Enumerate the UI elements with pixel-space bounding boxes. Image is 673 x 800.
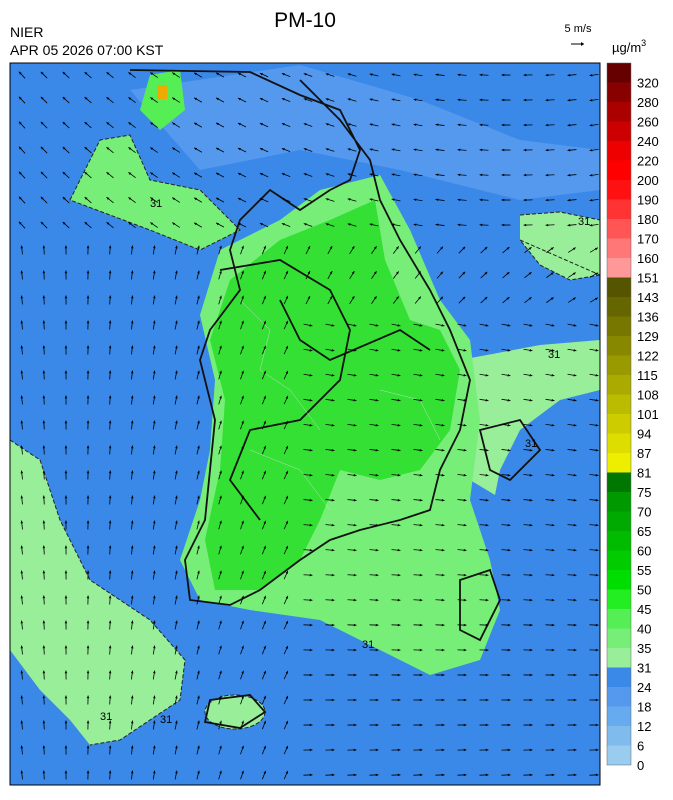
colorbar-box <box>607 726 631 746</box>
colorbar-box <box>607 161 631 181</box>
colorbar-box <box>607 141 631 161</box>
colorbar-box <box>607 590 631 610</box>
colorbar-label: 320 <box>637 76 659 91</box>
colorbar-label: 60 <box>637 544 651 559</box>
contour-label: 31 <box>160 714 172 726</box>
contour-label: 31 <box>548 349 560 361</box>
colorbar-label: 190 <box>637 193 659 208</box>
colorbar-box <box>607 687 631 707</box>
colorbar-box <box>607 707 631 727</box>
colorbar-box <box>607 219 631 239</box>
unit-base: µg/m <box>612 40 641 55</box>
colorbar-label: 122 <box>637 349 659 364</box>
colorbar-label: 55 <box>637 563 651 578</box>
source: NIER <box>10 24 43 40</box>
colorbar-box <box>607 258 631 278</box>
colorbar-box <box>607 570 631 590</box>
colorbar-box <box>607 356 631 376</box>
colorbar-label: 18 <box>637 700 651 715</box>
colorbar-box <box>607 102 631 122</box>
colorbar-box <box>607 395 631 415</box>
colorbar-label: 45 <box>637 602 651 617</box>
colorbar-label: 75 <box>637 485 651 500</box>
contour-label: 31 <box>525 438 537 450</box>
colorbar-box <box>607 317 631 337</box>
colorbar-box <box>607 63 631 83</box>
unit: µg/m3 <box>612 38 646 55</box>
colorbar-label: 0 <box>637 758 644 773</box>
colorbar-label: 115 <box>637 368 658 383</box>
colorbar-label: 87 <box>637 446 651 461</box>
colorbar-box <box>607 336 631 356</box>
colorbar-box <box>607 629 631 649</box>
colorbar-label: 260 <box>637 115 659 130</box>
colorbar-label: 70 <box>637 505 651 520</box>
colorbar-box <box>607 648 631 668</box>
contour-label: 31 <box>578 216 590 228</box>
colorbar-label: 101 <box>637 407 659 422</box>
colorbar-label: 6 <box>637 739 644 754</box>
colorbar-label: 220 <box>637 154 659 169</box>
colorbar-label: 31 <box>637 661 651 676</box>
colorbar: 0 6 12 18 24 31 35 40 45 50 55 60 65 70 75 81 87 94 101 108… <box>607 63 659 773</box>
map-area: 31 31 31 31 31 31 31 <box>10 63 600 785</box>
datetime: APR 05 2026 07:00 KST <box>10 42 164 58</box>
colorbar-label: 35 <box>637 641 651 656</box>
colorbar-label: 108 <box>637 388 659 403</box>
colorbar-label: 136 <box>637 310 659 325</box>
colorbar-label: 280 <box>637 95 659 110</box>
colorbar-box <box>607 668 631 688</box>
colorbar-label: 40 <box>637 622 651 637</box>
colorbar-label: 50 <box>637 583 651 598</box>
colorbar-box <box>607 239 631 259</box>
colorbar-box <box>607 746 631 766</box>
colorbar-box <box>607 278 631 298</box>
colorbar-label: 94 <box>637 427 651 442</box>
wind-scale-label: 5 m/s <box>565 23 592 35</box>
colorbar-label: 12 <box>637 719 651 734</box>
wind-scale-arrow <box>571 42 584 46</box>
colorbar-box <box>607 473 631 493</box>
colorbar-box <box>607 297 631 317</box>
colorbar-box <box>607 453 631 473</box>
colorbar-box <box>607 122 631 142</box>
unit-power: 3 <box>641 38 646 48</box>
colorbar-label: 200 <box>637 173 659 188</box>
colorbar-box <box>607 492 631 512</box>
colorbar-label: 170 <box>637 232 659 247</box>
colorbar-label: 151 <box>637 271 659 286</box>
colorbar-box <box>607 83 631 103</box>
contour-label: 31 <box>100 711 112 723</box>
colorbar-label: 65 <box>637 524 651 539</box>
colorbar-label: 180 <box>637 212 659 227</box>
colorbar-label: 129 <box>637 329 659 344</box>
colorbar-box <box>607 551 631 571</box>
colorbar-box <box>607 512 631 532</box>
colorbar-box <box>607 180 631 200</box>
title: PM-10 <box>274 9 336 32</box>
colorbar-label: 160 <box>637 251 659 266</box>
colorbar-box <box>607 434 631 454</box>
colorbar-box <box>607 531 631 551</box>
colorbar-label: 81 <box>637 466 651 481</box>
hotspot <box>157 85 167 99</box>
colorbar-box <box>607 375 631 395</box>
colorbar-label: 24 <box>637 680 651 695</box>
colorbar-box <box>607 200 631 220</box>
colorbar-box <box>607 414 631 434</box>
colorbar-box <box>607 609 631 629</box>
colorbar-label: 240 <box>637 134 659 149</box>
contour-label: 31 <box>150 198 162 210</box>
colorbar-label: 143 <box>637 290 659 305</box>
contour-label: 31 <box>362 639 374 651</box>
